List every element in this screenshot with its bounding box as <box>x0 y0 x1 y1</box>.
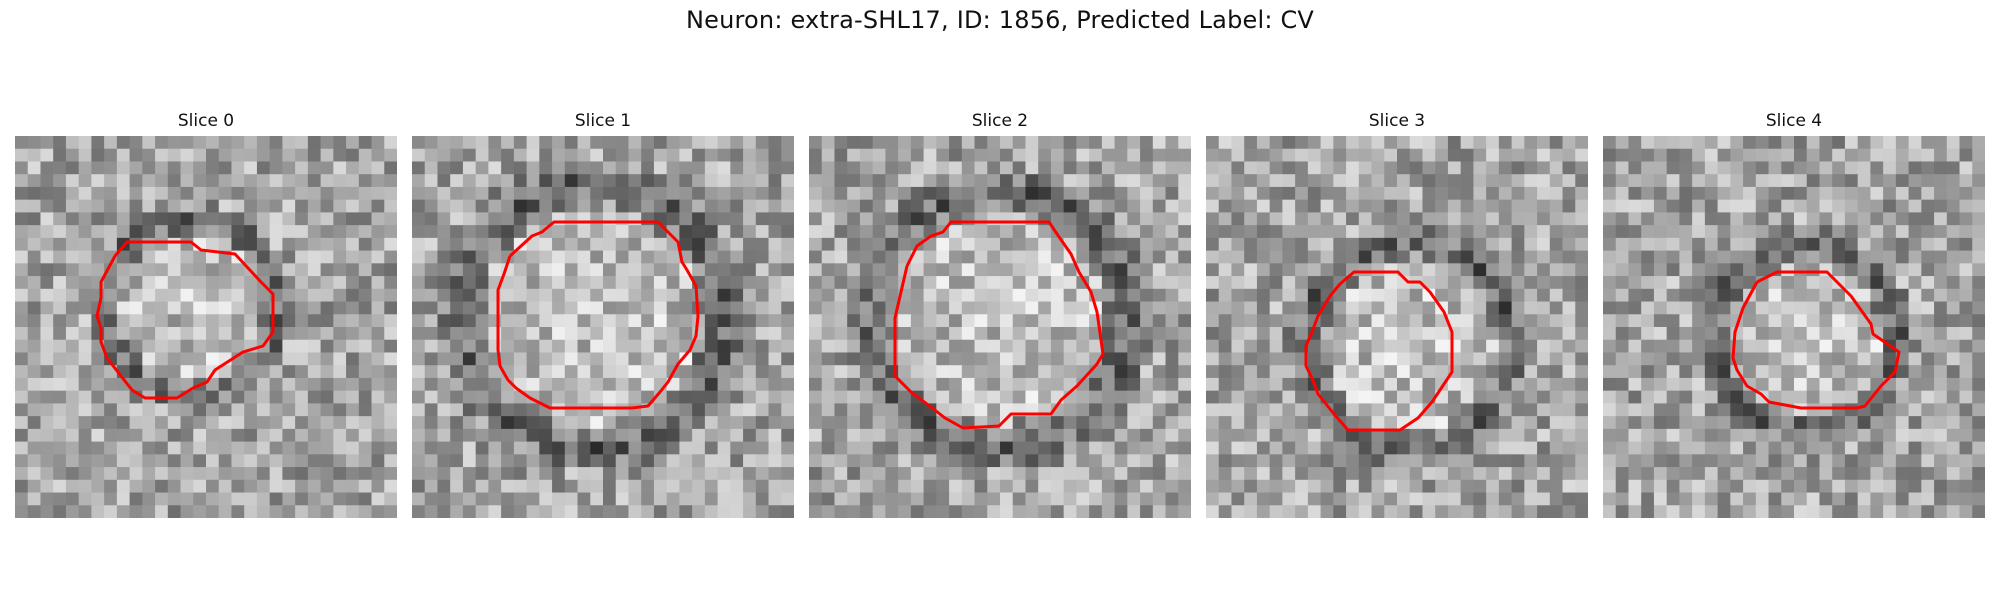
slice-panel-2: Slice 2 <box>809 108 1191 518</box>
segmentation-contour <box>496 220 700 410</box>
slice-image-1 <box>412 136 794 518</box>
slice-panel-0: Slice 0 <box>15 108 397 518</box>
figure-title: Neuron: extra-SHL17, ID: 1856, Predicted… <box>685 6 1315 34</box>
segmentation-contour <box>893 220 1105 430</box>
slice-panel-4: Slice 4 <box>1603 108 1985 518</box>
slice-title-1: Slice 1 <box>574 111 632 131</box>
slice-title-2: Slice 2 <box>971 111 1029 131</box>
slice-title-4: Slice 4 <box>1765 111 1823 131</box>
slice-panel-1: Slice 1 <box>412 108 794 518</box>
slice-title-0: Slice 0 <box>177 111 235 131</box>
slice-image-3 <box>1206 136 1588 518</box>
segmentation-contour <box>1304 270 1454 432</box>
slice-image-0 <box>15 136 397 518</box>
segmentation-contour <box>1731 270 1901 410</box>
slice-panel-3: Slice 3 <box>1206 108 1588 518</box>
slice-image-2 <box>809 136 1191 518</box>
segmentation-contour <box>95 240 275 400</box>
slice-image-4 <box>1603 136 1985 518</box>
slice-title-3: Slice 3 <box>1368 111 1426 131</box>
